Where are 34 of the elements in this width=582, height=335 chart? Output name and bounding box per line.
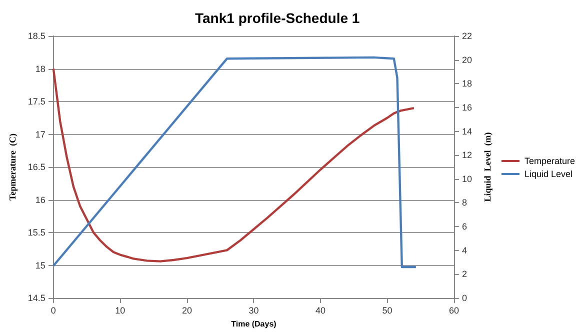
y2-tick-label: 22: [462, 31, 472, 41]
y-tick-label: 14.5: [28, 293, 46, 303]
x-tick-label: 20: [182, 306, 192, 316]
y2-axis-title: Liquid Level (m): [482, 132, 492, 202]
y2-tick-label: 2: [462, 269, 468, 280]
y-tick-label: 18.5: [28, 31, 46, 41]
x-tick-label: 40: [315, 306, 326, 316]
y-tick-label: 16: [35, 194, 46, 205]
y2-tick-label: 10: [462, 174, 472, 184]
y-tick-label: 17.5: [28, 96, 46, 106]
x-tick-label: 0: [50, 306, 56, 316]
x-tick-label: 10: [115, 306, 126, 316]
y-tick-label: 18: [35, 64, 46, 74]
y2-tick-label: 20: [462, 54, 472, 65]
y-tick-label: 15: [35, 260, 46, 270]
y2-tick-label: 6: [462, 222, 468, 232]
x-axis-title: Time (Days): [231, 319, 277, 328]
y2-tick-label: 16: [462, 102, 472, 112]
y2-tick-label: 4: [462, 245, 468, 256]
y-axis-title: Tepmerature (C): [8, 134, 18, 200]
y2-tick-label: 8: [462, 198, 468, 208]
y-tick-label: 17: [35, 129, 46, 140]
legend-label: Liquid Level: [524, 169, 573, 179]
y2-tick-label: 12: [462, 150, 472, 160]
y2-tick-label: 18: [462, 78, 472, 89]
y2-tick-label: 14: [462, 126, 472, 136]
x-tick-label: 60: [448, 306, 460, 316]
y-tick-label: 15.5: [28, 228, 46, 238]
y2-tick-label: 0: [462, 293, 468, 303]
y-tick-label: 16.5: [28, 162, 46, 172]
chart-title: Tank1 profile-Schedule 1: [195, 10, 360, 26]
legend-label: Temperature: [524, 156, 576, 166]
x-tick-label: 30: [248, 306, 259, 316]
x-tick-label: 50: [382, 306, 392, 316]
